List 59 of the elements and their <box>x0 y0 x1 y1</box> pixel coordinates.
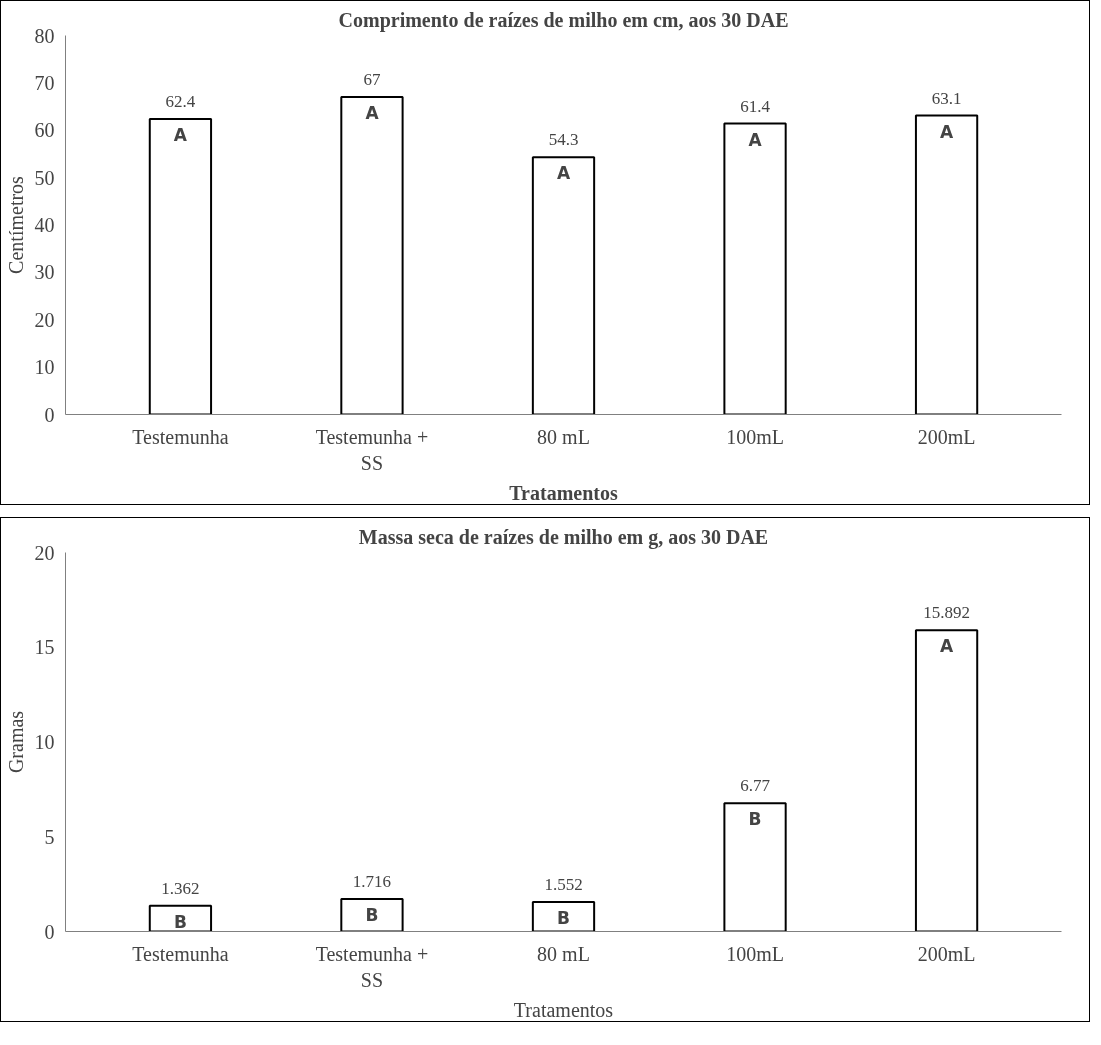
y-axis-title: Centímetros <box>4 175 27 274</box>
y-tick-label: 50 <box>34 166 55 189</box>
y-tick-label: 5 <box>44 825 55 848</box>
y-tick-label: 10 <box>34 731 55 753</box>
y-tick-label: 0 <box>44 920 55 943</box>
y-tick-label: 30 <box>34 261 55 284</box>
x-tick-label: Testemunha + SS <box>315 942 429 991</box>
bar <box>531 901 596 932</box>
x-tick-label: 200mL <box>917 942 976 965</box>
y-tick-label: 0 <box>44 403 55 426</box>
data-label: 1.362 <box>161 878 200 898</box>
annotation: A <box>173 124 188 145</box>
data-label: 54.3 <box>548 130 579 150</box>
x-tick-label: Testemunha <box>132 942 229 965</box>
annotation: A <box>940 121 954 142</box>
y-tick-label: 40 <box>34 214 55 236</box>
bar <box>723 802 787 932</box>
x-tick-label: Testemunha + SS <box>315 425 429 474</box>
chart-title: Massa seca de raízes de milho em g, aos 30 DAE <box>358 525 769 549</box>
data-label: 61.4 <box>740 96 771 116</box>
bar <box>340 897 404 932</box>
data-label: 6.77 <box>740 776 771 796</box>
annotation: B <box>748 809 762 830</box>
bar <box>531 156 596 415</box>
y-tick-label: 20 <box>34 308 55 331</box>
data-label: 15.892 <box>923 603 970 623</box>
y-tick-label: 10 <box>34 356 55 379</box>
data-label: 67 <box>363 70 381 90</box>
annotation: B <box>365 904 379 925</box>
annotation: A <box>748 129 763 150</box>
y-tick-label: 70 <box>34 71 55 94</box>
data-label: 1.716 <box>352 871 392 891</box>
x-tick-label: 100mL <box>726 425 784 448</box>
annotation: A <box>365 103 380 124</box>
x-tick-label: 80 mL <box>537 942 590 965</box>
bar <box>914 114 979 415</box>
x-tick-label: 100mL <box>726 942 784 965</box>
y-tick-label: 80 <box>34 24 55 47</box>
x-tick-label: 80 mL <box>537 425 590 448</box>
annotation: A <box>940 636 954 657</box>
data-label: 62.4 <box>165 91 196 111</box>
bar <box>914 629 979 932</box>
bar <box>340 96 404 415</box>
x-tick-label: 200mL <box>917 425 976 448</box>
x-tick-label: Testemunha <box>132 425 229 448</box>
bar <box>148 117 213 415</box>
bar <box>723 122 787 415</box>
x-axis-title: Tratamentos <box>513 998 614 1021</box>
annotation: B <box>557 908 570 929</box>
y-axis-title: Gramas <box>4 710 27 774</box>
data-label: 63.1 <box>931 88 962 108</box>
x-axis-title: Tratamentos <box>509 481 618 504</box>
y-tick-label: 60 <box>34 119 55 142</box>
chart-title: Comprimento de raízes de milho em cm, aos 30 DAE <box>338 8 789 32</box>
data-label: 1.552 <box>544 875 583 895</box>
y-tick-label: 15 <box>34 636 55 659</box>
annotation: A <box>556 163 571 184</box>
annotation: B <box>173 911 187 932</box>
y-tick-label: 20 <box>34 541 55 564</box>
